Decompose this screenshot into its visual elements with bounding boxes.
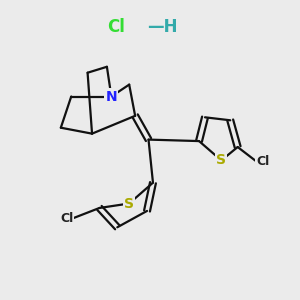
Text: N: N	[106, 89, 117, 103]
Text: S: S	[216, 153, 226, 167]
Text: Cl: Cl	[256, 155, 270, 168]
Text: Cl: Cl	[107, 18, 125, 36]
Text: Cl: Cl	[60, 212, 74, 225]
Text: —H: —H	[147, 18, 178, 36]
Text: S: S	[124, 196, 134, 211]
